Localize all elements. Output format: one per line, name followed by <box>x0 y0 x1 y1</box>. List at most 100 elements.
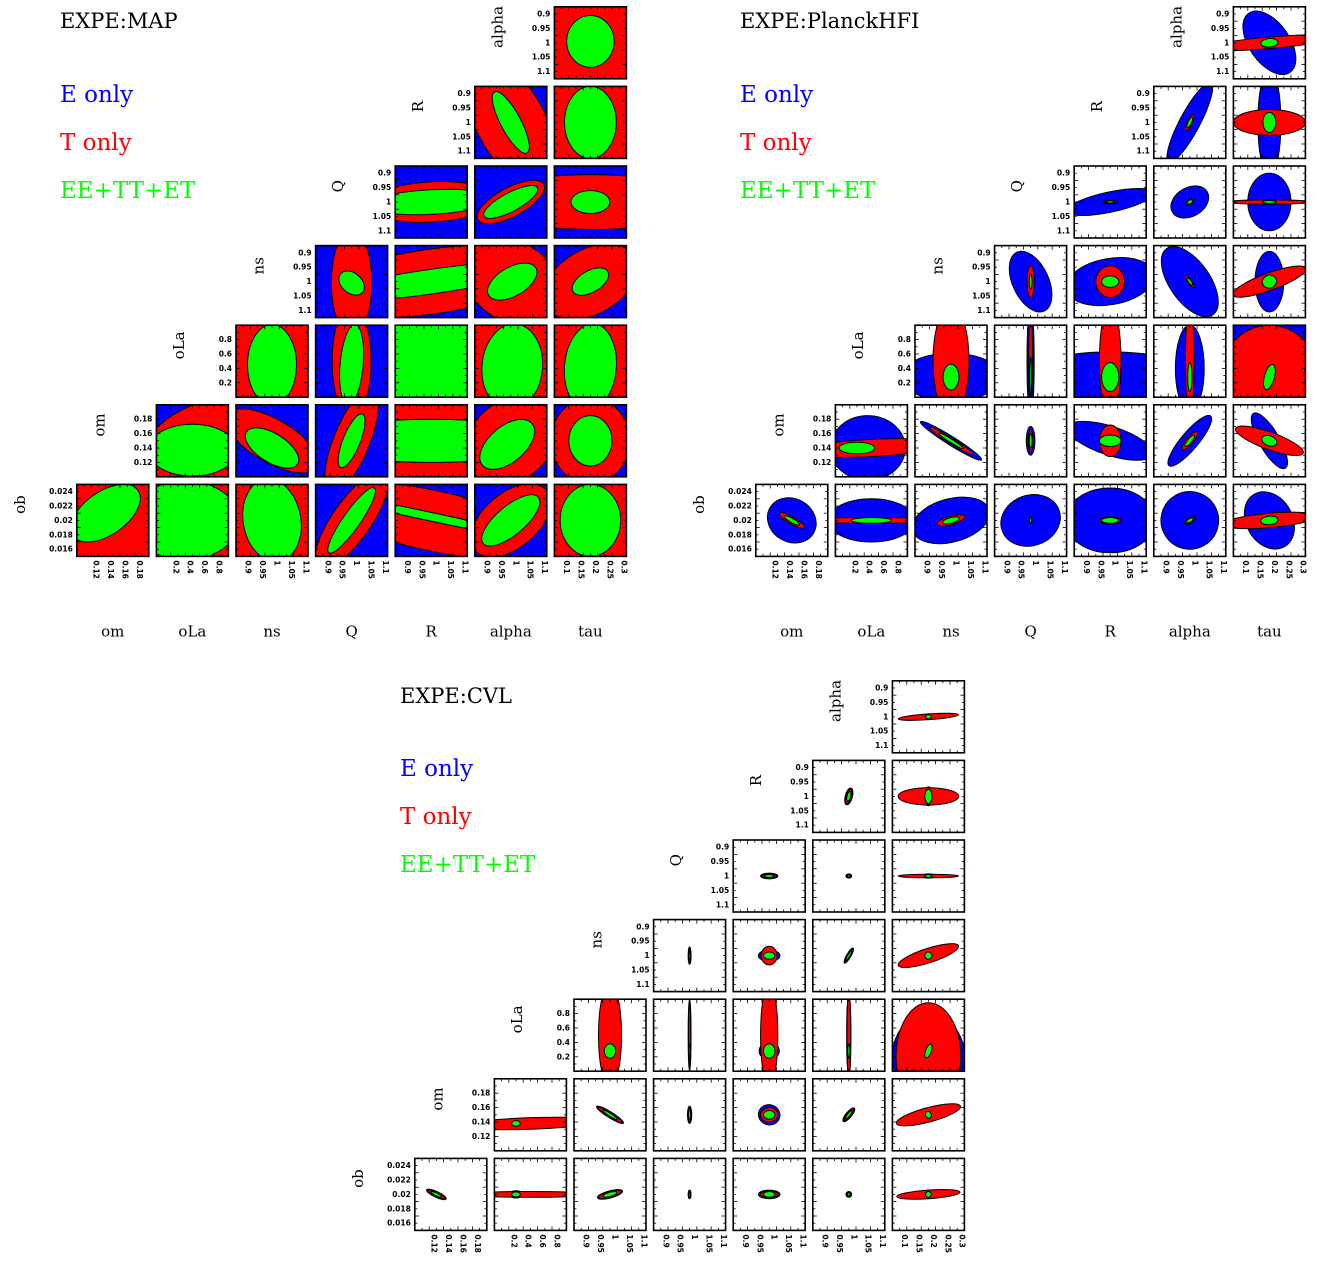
combined-contour <box>1105 200 1116 204</box>
panel-ticks <box>994 484 1067 557</box>
x-tick-label: 0.95 <box>676 1234 685 1253</box>
y-tick-label: 1.1 <box>378 226 391 235</box>
contour-panel <box>1153 86 1226 159</box>
contour-panel <box>733 1078 806 1151</box>
x-axis-label: oLa <box>857 622 885 640</box>
combined-contour <box>563 325 617 398</box>
combined-contour <box>762 1043 776 1059</box>
y-tick-label: 0.9 <box>636 922 649 931</box>
x-tick-label: 0.12 <box>771 560 780 579</box>
chart-title: EXPE:MAP <box>60 9 178 33</box>
x-tick-label: 1 <box>611 1234 620 1239</box>
contour-panel <box>474 245 547 318</box>
y-tick-label: 1 <box>644 951 649 960</box>
panel-ticks <box>474 484 547 557</box>
y-tick-label: 0.022 <box>728 502 752 511</box>
y-tick-label: 0.8 <box>557 1009 570 1018</box>
contour-panel <box>733 919 806 992</box>
combined-contour <box>1029 356 1032 398</box>
panel-ticks <box>395 404 468 477</box>
contour-panel <box>892 999 965 1072</box>
combined-contour <box>1186 517 1194 524</box>
combined-contour <box>763 874 775 878</box>
combined-contour <box>1029 517 1033 524</box>
combined-contour <box>783 515 800 526</box>
contour-panel <box>1233 404 1306 477</box>
panel-ticks <box>835 484 908 557</box>
contour-panel <box>1074 166 1147 238</box>
panel-ticks <box>1153 404 1226 477</box>
x-tick-label: 0.8 <box>553 1234 562 1247</box>
panel-ticks <box>315 325 388 398</box>
y-tick-label: 0.18 <box>813 415 832 424</box>
panel-ticks <box>1233 6 1306 79</box>
x-tick-label: 0.16 <box>800 560 809 579</box>
x-tick-label: 0.1 <box>562 560 571 573</box>
panel-ticks <box>1233 404 1306 477</box>
combined-contour <box>1101 517 1120 524</box>
combined-contour <box>242 484 302 557</box>
x-tick-label: 0.4 <box>524 1234 533 1247</box>
panel-ticks <box>236 325 308 398</box>
x-tick-label: 0.1 <box>900 1234 909 1247</box>
x-tick-label: 0.3 <box>1299 560 1308 573</box>
combined-contour <box>244 427 300 469</box>
chart-title: EXPE:PlanckHFI <box>740 9 919 33</box>
legend-entry: E only <box>740 82 813 108</box>
combined-contour <box>925 1191 932 1198</box>
combined-contour <box>924 788 933 805</box>
panel-ticks <box>315 245 388 318</box>
panel-ticks <box>733 1158 806 1231</box>
contour-panel <box>892 1078 965 1151</box>
panel-ticks <box>812 840 885 912</box>
y-tick-label: 0.02 <box>54 516 73 525</box>
panel-ticks <box>1074 166 1147 238</box>
x-tick-label: 1 <box>952 560 961 565</box>
y-tick-label: 0.016 <box>728 545 752 554</box>
x-tick-label: 0.25 <box>1284 560 1293 579</box>
contour-panel <box>76 484 149 557</box>
x-tick-label: 0.9 <box>1162 560 1171 573</box>
x-tick-label: 0.15 <box>1256 560 1265 579</box>
panel-ticks <box>653 919 726 992</box>
contour-panel <box>812 919 885 992</box>
y-tick-label: 1 <box>545 38 550 47</box>
combined-contour <box>1184 434 1196 447</box>
y-tick-label: 0.9 <box>1216 10 1229 19</box>
combined-contour <box>395 491 468 542</box>
contour-panel <box>892 840 965 912</box>
y-tick-label: 0.2 <box>219 378 232 387</box>
combined-contour <box>327 487 376 554</box>
x-tick-label: 0.9 <box>403 560 412 573</box>
y-tick-label: 1.1 <box>716 900 729 909</box>
y-tick-label: 0.16 <box>472 1103 491 1112</box>
combined-contour <box>566 14 615 68</box>
x-axis-label: oLa <box>178 622 206 640</box>
panel-ticks <box>892 1158 965 1231</box>
contour-panel <box>1074 484 1147 557</box>
panel-ticks <box>574 1158 646 1231</box>
y-tick-label: 1 <box>466 118 471 127</box>
x-tick-label: 1.1 <box>719 1234 728 1247</box>
y-tick-label: 1.1 <box>298 306 311 315</box>
combined-contour <box>846 874 851 878</box>
contour-panel <box>892 919 965 992</box>
contour-panel <box>494 1158 567 1231</box>
x-tick-label: 0.15 <box>577 560 586 579</box>
panel-ticks <box>1153 166 1226 238</box>
y-tick-label: 1 <box>883 712 888 721</box>
panel-ticks <box>554 325 627 398</box>
combined-contour <box>762 1109 776 1120</box>
combined-contour <box>568 415 613 467</box>
t-only-contour <box>932 325 970 398</box>
x-tick-label: 0.6 <box>879 560 888 573</box>
combined-contour <box>563 86 617 159</box>
x-tick-label: 1.1 <box>540 560 549 573</box>
y-tick-label: 0.12 <box>134 458 153 467</box>
y-tick-label: 0.95 <box>532 24 551 33</box>
x-tick-label: 0.9 <box>923 560 932 573</box>
contour-panel <box>915 404 987 477</box>
contour-panel <box>755 484 828 557</box>
contour-panel <box>574 1158 646 1231</box>
x-tick-label: 1.05 <box>784 1234 793 1253</box>
